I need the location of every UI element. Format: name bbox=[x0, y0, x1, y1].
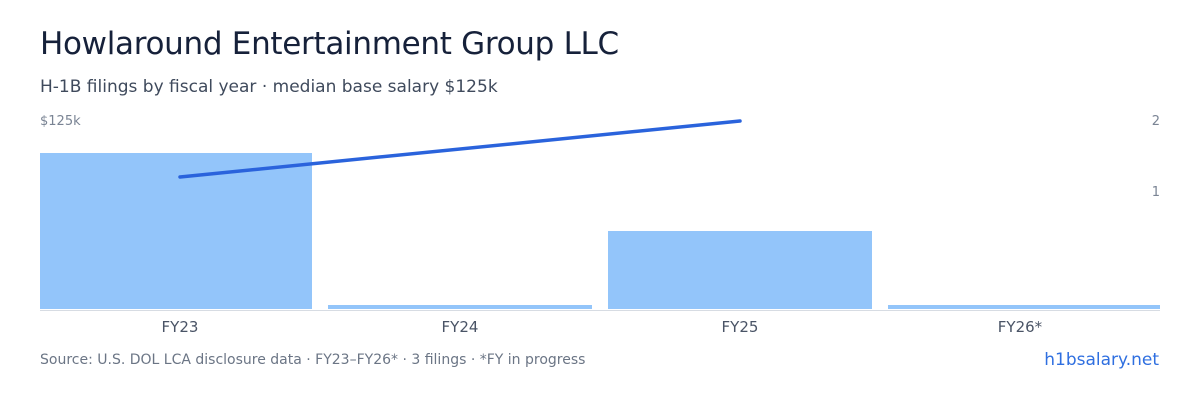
bar-FY26 bbox=[888, 305, 1160, 309]
chart-title: Howlaround Entertainment Group LLC bbox=[40, 26, 619, 62]
salary-line bbox=[178, 119, 742, 179]
x-tick-label: FY26* bbox=[998, 318, 1043, 336]
left-axis-tick-label: $125k bbox=[40, 114, 81, 129]
chart-subtitle: H-1B filings by fiscal year · median bas… bbox=[40, 77, 498, 97]
right-axis-tick-label: 1 bbox=[1152, 185, 1160, 200]
x-tick-label: FY23 bbox=[162, 318, 199, 336]
brand-link[interactable]: h1bsalary.net bbox=[1044, 350, 1159, 370]
bar-FY23 bbox=[40, 153, 312, 309]
bar-FY24 bbox=[328, 305, 592, 309]
source-note: Source: U.S. DOL LCA disclosure data · F… bbox=[40, 352, 586, 368]
right-axis-tick-label: 2 bbox=[1152, 114, 1160, 129]
x-tick-label: FY24 bbox=[442, 318, 479, 336]
bar-FY25 bbox=[608, 231, 872, 309]
x-tick-label: FY25 bbox=[722, 318, 759, 336]
